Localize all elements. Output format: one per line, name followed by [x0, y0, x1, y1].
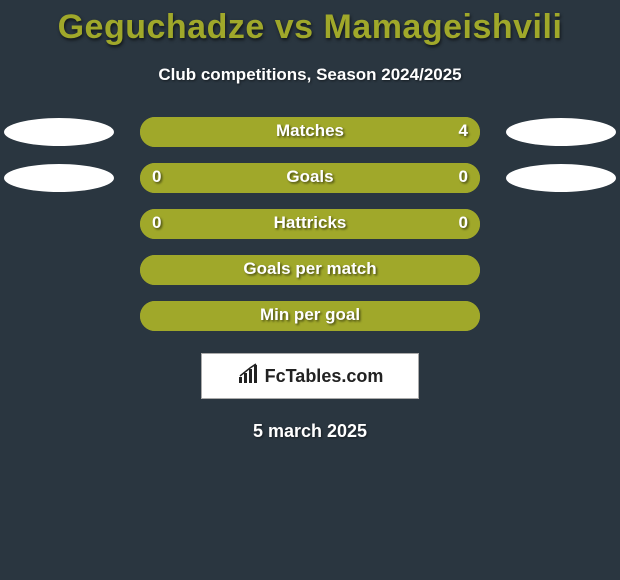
subtitle: Club competitions, Season 2024/2025	[0, 65, 620, 85]
comparison-row: Hattricks0 0	[0, 209, 620, 255]
comparison-row: Goals per match	[0, 255, 620, 301]
logo-box: FcTables.com	[201, 353, 419, 399]
stat-bar: Goals per match	[140, 255, 480, 285]
right-ellipse	[506, 118, 616, 146]
logo-text: FcTables.com	[265, 366, 384, 387]
left-ellipse	[4, 118, 114, 146]
stat-bar: Min per goal	[140, 301, 480, 331]
left-ellipse	[4, 164, 114, 192]
stat-label: Matches	[140, 121, 480, 141]
stat-label: Min per goal	[140, 305, 480, 325]
comparison-rows: Matches4Goals00Hattricks00Goals per matc…	[0, 117, 620, 347]
stat-label: Hattricks	[140, 213, 480, 233]
stat-label: Goals per match	[140, 259, 480, 279]
chart-icon	[237, 363, 261, 390]
stat-bar: Matches4	[140, 117, 480, 147]
stat-value-left: 0	[152, 167, 161, 187]
stat-value-right: 0	[459, 167, 468, 187]
comparison-row: Min per goal	[0, 301, 620, 347]
stat-value-right: 4	[459, 121, 468, 141]
stat-value-right: 0	[459, 213, 468, 233]
stat-label: Goals	[140, 167, 480, 187]
comparison-row: Matches4	[0, 117, 620, 163]
footer-date: 5 march 2025	[0, 421, 620, 442]
right-ellipse	[506, 164, 616, 192]
comparison-row: Goals0 0	[0, 163, 620, 209]
page-title: Geguchadze vs Mamageishvili	[0, 0, 620, 47]
stat-bar: Hattricks0 0	[140, 209, 480, 239]
stat-value-left: 0	[152, 213, 161, 233]
stat-bar: Goals0 0	[140, 163, 480, 193]
